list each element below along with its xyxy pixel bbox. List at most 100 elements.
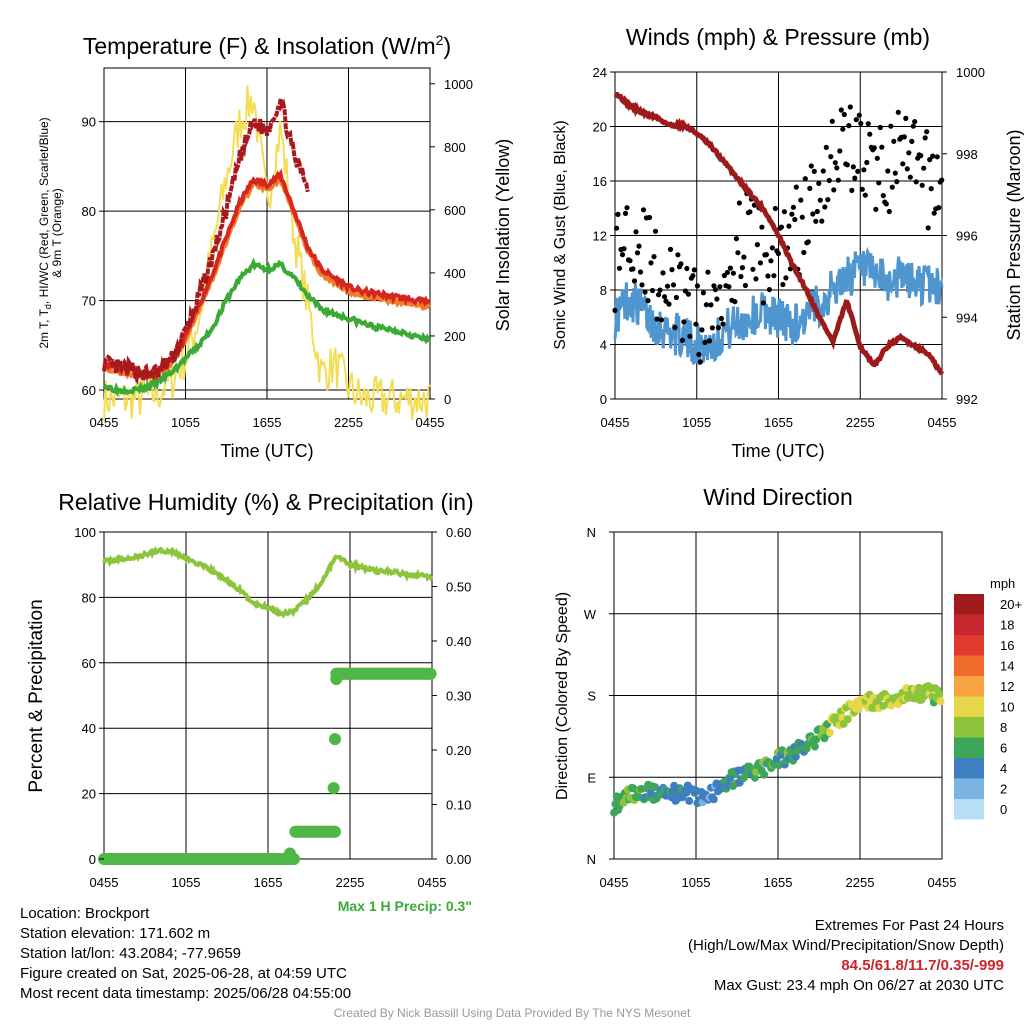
gust-point [832, 160, 838, 166]
gust-point [766, 287, 773, 293]
gust-point [769, 245, 776, 251]
direction-x-tick-label: 0455 [600, 875, 629, 890]
gust-point [793, 184, 799, 190]
gust-point [694, 283, 701, 289]
speed-legend-unit: mph [990, 576, 1015, 591]
gust-point [936, 205, 942, 211]
gust-point [790, 204, 797, 210]
speed-legend-label: 0 [1000, 802, 1007, 817]
gust-point [883, 201, 889, 207]
speed-legend-swatch [954, 778, 984, 799]
gust-point [901, 134, 907, 140]
direction-x-tick-label: 1655 [764, 875, 793, 890]
precip-point [283, 847, 296, 860]
gust-point [886, 208, 892, 215]
precip-point [330, 673, 343, 686]
gust-point [714, 296, 720, 302]
direction-point [685, 796, 694, 805]
gust-point [669, 267, 675, 273]
wind-y2-tick-label: 994 [956, 310, 978, 325]
gust-point [939, 177, 945, 183]
gust-point [864, 159, 870, 166]
direction-point [750, 773, 759, 782]
gust-point [667, 246, 674, 252]
direction-x-tick-label: 0455 [928, 875, 957, 890]
gust-point [805, 239, 811, 245]
temp-y-tick-label: 70 [82, 294, 96, 309]
gust-point [672, 324, 678, 331]
gust-point [675, 252, 681, 258]
wind-y2-tick-label: 1000 [956, 65, 985, 80]
temp-x-tick-label: 1055 [171, 415, 200, 430]
gust-point [820, 168, 826, 174]
extremes-values: 84.5/61.8/11.7/0.35/-999 [841, 957, 1004, 974]
gust-point [838, 107, 844, 113]
gust-point [666, 301, 672, 307]
gust-point [718, 315, 725, 322]
pressure-line [613, 91, 945, 376]
gust-point [768, 258, 774, 264]
gust-point [894, 179, 900, 185]
gust-point [631, 278, 638, 284]
created-text: Figure created on Sat, 2025-06-28, at 04… [20, 965, 347, 982]
gust-point [861, 167, 867, 173]
speed-legend-label: 12 [1000, 679, 1014, 694]
rh-y-tick-label: 0 [89, 852, 96, 867]
gust-point [907, 174, 913, 180]
speed-legend-label: 4 [1000, 761, 1007, 776]
gust-point [720, 321, 726, 327]
direction-title: Wind Direction [703, 484, 853, 510]
wind-y-tick-label: 8 [600, 283, 607, 298]
gust-point [889, 184, 895, 190]
gust-point [739, 265, 746, 271]
gust-point [858, 120, 864, 127]
direction-point [935, 690, 944, 699]
gust-point [816, 180, 822, 186]
gust-point [927, 157, 933, 163]
gust-point [919, 182, 925, 188]
temp-y-tick-label: 60 [82, 383, 96, 398]
temp-x-tick-label: 2255 [334, 415, 363, 430]
rh-x-tick-label: 1055 [172, 875, 201, 890]
wind-x-tick-label: 1055 [682, 415, 711, 430]
extremes-info: Extremes For Past 24 Hours (High/Low/Max… [688, 916, 1004, 996]
direction-point [646, 789, 655, 798]
gust-point [619, 252, 626, 258]
precip-point [329, 825, 341, 838]
gust-point [648, 260, 654, 266]
gust-point [786, 223, 792, 229]
solar-insolation-line [103, 85, 431, 422]
speed-legend-swatch [954, 737, 984, 758]
gust-point [747, 209, 753, 215]
gust-point [925, 225, 931, 231]
direction-point [760, 770, 769, 779]
gust-point [660, 270, 666, 276]
gust-point [697, 359, 704, 365]
gust-point [684, 265, 690, 272]
gust-point [903, 115, 909, 121]
gust-point [673, 294, 680, 301]
gust-point [877, 124, 883, 131]
rh-y2-tick-label: 0.30 [446, 689, 471, 704]
precip-point [424, 667, 437, 680]
gust-point [831, 187, 837, 193]
speed-legend-label: 8 [1000, 720, 1007, 735]
gust-point [808, 163, 814, 169]
gust-point [813, 218, 819, 224]
precip-point [327, 782, 340, 795]
gust-point [690, 273, 696, 279]
gust-point [724, 269, 731, 276]
temp-y2-tick-label: 400 [444, 266, 466, 281]
gust-point [730, 270, 737, 276]
gust-point [621, 246, 627, 252]
gust-point [640, 207, 647, 213]
gust-point [661, 294, 668, 300]
gust-point [799, 214, 805, 220]
gust-point [664, 283, 671, 289]
gust-point [681, 319, 687, 325]
gust-point [696, 351, 702, 358]
speed-legend-swatch [954, 799, 984, 820]
wind-y2-tick-label: 996 [956, 229, 978, 244]
gust-point [855, 168, 861, 174]
gust-point [693, 321, 699, 327]
